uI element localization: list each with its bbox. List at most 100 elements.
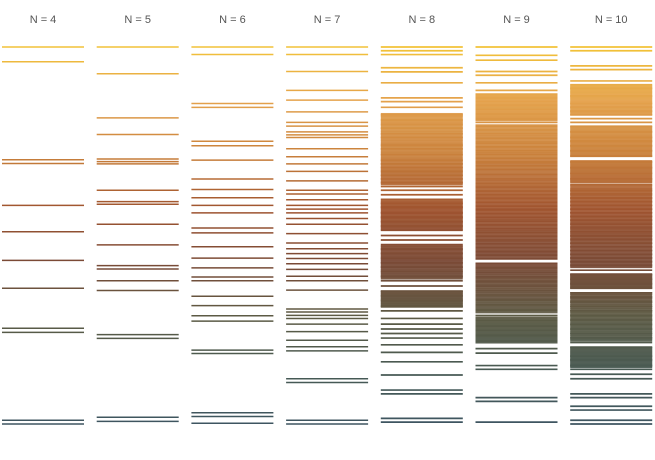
band-segment	[475, 310, 558, 314]
band-segment	[570, 148, 653, 151]
band-segment	[475, 102, 558, 105]
band-segment	[570, 169, 653, 172]
band-segment	[380, 207, 463, 210]
band-segment	[475, 107, 558, 110]
band-segment	[570, 112, 653, 115]
band-segment	[570, 339, 653, 342]
band-segment	[380, 209, 463, 212]
band-segment	[380, 222, 463, 225]
band-segment	[570, 279, 653, 281]
band-segment	[570, 129, 653, 132]
column-label: N = 7	[314, 14, 341, 26]
band-segment	[570, 277, 653, 279]
band-segment	[475, 111, 558, 114]
band-segment	[475, 337, 558, 340]
band-segment	[570, 164, 653, 167]
band-segment	[570, 97, 653, 100]
band-segment	[570, 351, 653, 354]
band-segment	[570, 243, 653, 248]
band-segment	[475, 207, 558, 215]
band-segment	[570, 138, 653, 141]
band-segment	[570, 328, 653, 332]
band-segment	[570, 163, 653, 166]
band-segment	[475, 290, 558, 293]
band-segment	[475, 273, 558, 277]
band-segment	[475, 99, 558, 102]
band-segment	[570, 108, 653, 111]
column-labels: N = 4 N = 5 N = 6 N = 7 N = 8 N = 9 N = 10	[30, 14, 628, 26]
band-segment	[380, 297, 463, 299]
band-segment	[570, 151, 653, 154]
band-segment	[570, 280, 653, 282]
band-segment	[570, 111, 653, 113]
band-segment	[570, 357, 653, 359]
column-label: N = 10	[595, 14, 628, 26]
band-segment	[475, 306, 558, 310]
band-segment	[380, 178, 463, 183]
band-segment	[570, 146, 653, 149]
band-segment	[475, 317, 558, 320]
band-segment	[570, 285, 653, 287]
band-segment	[475, 330, 558, 333]
band-segment	[570, 90, 653, 93]
band-segment	[570, 354, 653, 356]
column-label: N = 9	[503, 14, 530, 26]
band-segment	[570, 275, 653, 277]
band-segment	[380, 160, 463, 165]
band-segment	[380, 227, 463, 230]
band-segment	[570, 143, 653, 146]
band-segment	[570, 201, 653, 206]
band-segment	[570, 84, 653, 87]
band-segment	[475, 168, 558, 176]
band-segment	[475, 292, 558, 295]
band-segment	[570, 334, 653, 338]
band-segment	[380, 263, 463, 266]
band-segment	[570, 127, 653, 130]
band-segment	[380, 292, 463, 295]
band-segment	[570, 350, 653, 352]
band-segment	[570, 104, 653, 107]
band-segment	[380, 133, 463, 138]
band-segment	[475, 304, 558, 308]
band-segment	[380, 260, 463, 263]
band-segment	[570, 276, 653, 278]
band-segment	[380, 296, 463, 298]
band-segment	[570, 153, 653, 156]
band-segment	[570, 306, 653, 309]
band-segment	[570, 132, 653, 135]
band-segment	[380, 268, 463, 271]
band-segment	[570, 298, 653, 301]
band-segment	[380, 259, 463, 262]
band-segment	[475, 116, 558, 118]
band-segment	[380, 302, 463, 304]
band-segment	[570, 205, 653, 210]
band-segment	[570, 103, 653, 106]
band-segment	[380, 200, 463, 203]
band-segment	[475, 106, 558, 108]
band-segment	[475, 328, 558, 331]
band-segment	[380, 211, 463, 213]
band-segment	[475, 101, 558, 104]
band-segment	[570, 212, 653, 217]
band-segment	[570, 142, 653, 145]
band-segment	[570, 276, 653, 279]
band-segment	[380, 244, 463, 247]
band-segment	[475, 286, 558, 289]
band-segment	[570, 147, 653, 150]
band-segment	[570, 96, 653, 98]
band-segment	[570, 141, 653, 144]
band-segment	[475, 318, 558, 321]
band-segment	[475, 109, 558, 112]
band-segment	[380, 277, 463, 280]
band-segment	[380, 154, 463, 159]
band-segment	[380, 264, 463, 267]
band-segment	[475, 296, 558, 300]
band-segment	[380, 291, 463, 293]
band-segment	[570, 257, 653, 262]
band-segment	[380, 218, 463, 221]
band-segment	[475, 141, 558, 148]
band-segment	[570, 85, 653, 88]
band-segment	[475, 119, 558, 122]
band-segment	[570, 89, 653, 92]
band-segment	[380, 151, 463, 156]
